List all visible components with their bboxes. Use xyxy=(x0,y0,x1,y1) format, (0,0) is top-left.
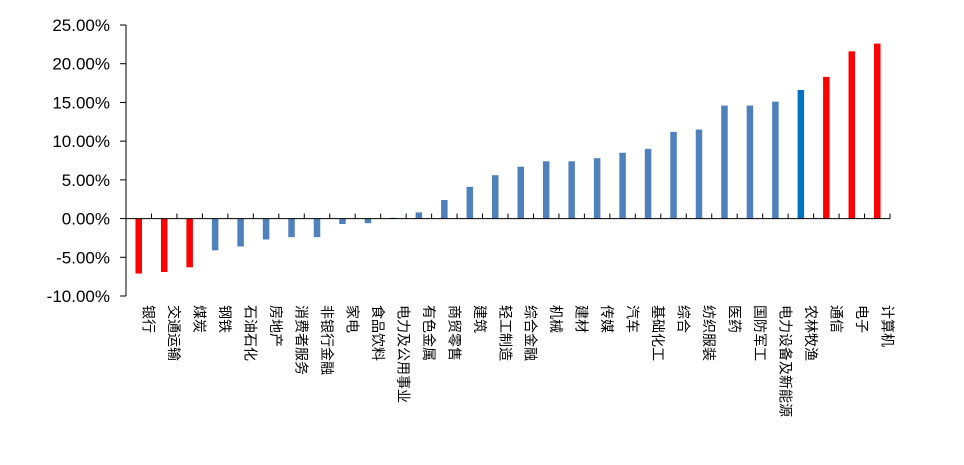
x-tick-label: 综合金融 xyxy=(522,305,538,361)
bar xyxy=(823,76,830,219)
x-tick-label: 纺织服装 xyxy=(700,305,716,361)
bars xyxy=(135,43,881,274)
bar xyxy=(186,218,193,268)
y-tick-label: 0.00% xyxy=(62,210,110,229)
bar xyxy=(695,129,703,219)
bar xyxy=(517,166,524,219)
bar xyxy=(135,218,142,274)
x-tick-label: 房地产 xyxy=(267,305,283,347)
x-tick-label: 农林牧渔 xyxy=(802,305,818,361)
x-tick-label: 石油石化 xyxy=(242,305,258,361)
x-tick-label: 有色金属 xyxy=(420,305,437,361)
bar xyxy=(593,158,601,219)
y-tick-label: -5.00% xyxy=(56,248,110,267)
y-tick-label: 25.00% xyxy=(52,16,110,35)
bar xyxy=(568,161,575,219)
x-tick-label: 食品饮料 xyxy=(369,305,386,361)
category-labels: 银行 交通运输 煤炭 钢铁 石油石化 房地产 消费者服务 非银行金融 家电 食品饮料 电力及公用事业… xyxy=(140,305,895,417)
x-tick-label: 通信 xyxy=(827,305,843,333)
bar xyxy=(466,186,474,219)
x-tick-label: 非银行金融 xyxy=(318,305,334,375)
x-tick-label: 消费者服务 xyxy=(293,305,309,375)
x-tick-label: 电力及公用事业 xyxy=(394,305,410,403)
y-axis: -10.00% -5.00% 0.00% 5.00% 10.00% 15.00% 20.00… xyxy=(47,16,126,306)
bar xyxy=(313,218,321,238)
x-tick-label: 计算机 xyxy=(878,305,894,347)
x-tick-label: 基础化工 xyxy=(649,305,666,361)
bar xyxy=(339,218,346,224)
bar xyxy=(262,218,270,240)
bar xyxy=(415,212,423,219)
x-tick-label: 机械 xyxy=(547,305,563,333)
y-tick-label: 15.00% xyxy=(52,93,110,112)
bar xyxy=(721,105,728,219)
x-tick-label: 医药 xyxy=(725,305,741,333)
bar xyxy=(492,175,499,219)
bar xyxy=(237,218,244,247)
x-tick-label: 国防军工 xyxy=(751,305,767,361)
x-tick-label: 电子 xyxy=(853,305,869,333)
y-tick-label: 5.00% xyxy=(62,171,110,190)
bar xyxy=(364,218,372,224)
x-tick-label: 建筑 xyxy=(471,305,487,333)
bar xyxy=(288,218,295,238)
x-tick-label: 建材 xyxy=(573,305,589,333)
y-tick-label: 20.00% xyxy=(52,55,110,74)
bar xyxy=(874,43,881,219)
x-tick-label: 交通运输 xyxy=(165,305,182,361)
bar xyxy=(160,218,168,272)
bar xyxy=(670,131,677,219)
x-tick-label: 传媒 xyxy=(598,305,614,333)
bar xyxy=(542,161,550,219)
bar xyxy=(848,51,856,219)
bar xyxy=(746,105,754,219)
bar xyxy=(797,90,805,219)
x-tick-label: 综合 xyxy=(675,305,691,333)
x-tick-label: 商贸零售 xyxy=(445,305,461,361)
x-tick-label: 钢铁 xyxy=(216,305,232,333)
y-tick-label: -10.00% xyxy=(47,287,110,306)
bar xyxy=(441,199,448,219)
bar xyxy=(619,152,626,219)
bar xyxy=(211,218,219,251)
x-tick-label: 煤炭 xyxy=(191,305,207,333)
x-tick-label: 电力设备及新能源 xyxy=(776,305,793,417)
x-tick-label: 家电 xyxy=(343,305,360,333)
x-tick-label: 轻工制造 xyxy=(496,305,512,361)
bar xyxy=(644,148,652,219)
y-tick-label: 10.00% xyxy=(52,132,110,151)
x-axis xyxy=(125,213,891,219)
x-tick-label: 银行 xyxy=(140,305,156,333)
bar xyxy=(772,101,779,219)
x-tick-label: 汽车 xyxy=(624,305,641,333)
